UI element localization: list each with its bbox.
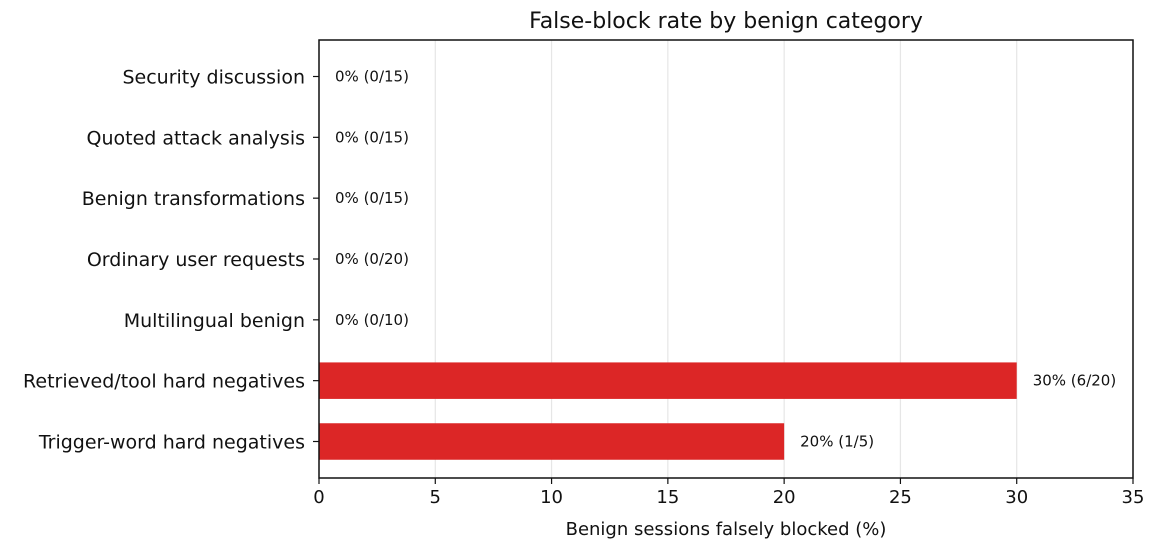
value-axis: 0 5 10 15 20 25 30 35 xyxy=(313,478,1144,508)
data-label: 0% (0/20) xyxy=(335,250,409,268)
data-label: 0% (0/10) xyxy=(335,311,409,329)
category-label: Trigger-word hard negatives xyxy=(38,432,305,454)
chart-title: False-block rate by benign category xyxy=(529,9,923,34)
x-tick-label: 25 xyxy=(889,487,912,508)
data-label: 0% (0/15) xyxy=(335,189,409,207)
x-tick-label: 15 xyxy=(656,487,679,508)
x-tick-label: 20 xyxy=(773,487,796,508)
bar xyxy=(319,362,1017,399)
data-labels: 0% (0/15) 0% (0/15) 0% (0/15) 0% (0/20) 0% (… xyxy=(335,68,1116,451)
bars xyxy=(319,362,1017,460)
category-label: Benign transformations xyxy=(82,188,305,210)
data-label: 0% (0/15) xyxy=(335,68,409,86)
category-label: Multilingual benign xyxy=(124,310,305,332)
category-label: Security discussion xyxy=(122,67,305,89)
category-label: Quoted attack analysis xyxy=(87,127,305,149)
x-tick-label: 10 xyxy=(540,487,563,508)
category-axis: Security discussion Quoted attack analysi… xyxy=(23,67,319,454)
data-label: 20% (1/5) xyxy=(800,433,874,451)
x-tick-label: 30 xyxy=(1005,487,1028,508)
category-label: Ordinary user requests xyxy=(87,249,305,271)
x-axis-title: Benign sessions falsely blocked (%) xyxy=(566,519,887,540)
category-label: Retrieved/tool hard negatives xyxy=(23,371,305,393)
x-tick-label: 0 xyxy=(313,487,324,508)
x-tick-label: 35 xyxy=(1122,487,1145,508)
bar xyxy=(319,423,785,460)
data-label: 0% (0/15) xyxy=(335,128,409,146)
data-label: 30% (6/20) xyxy=(1033,372,1117,390)
plot-frame xyxy=(318,39,1134,479)
gridlines xyxy=(318,40,1134,478)
x-tick-label: 5 xyxy=(430,487,441,508)
